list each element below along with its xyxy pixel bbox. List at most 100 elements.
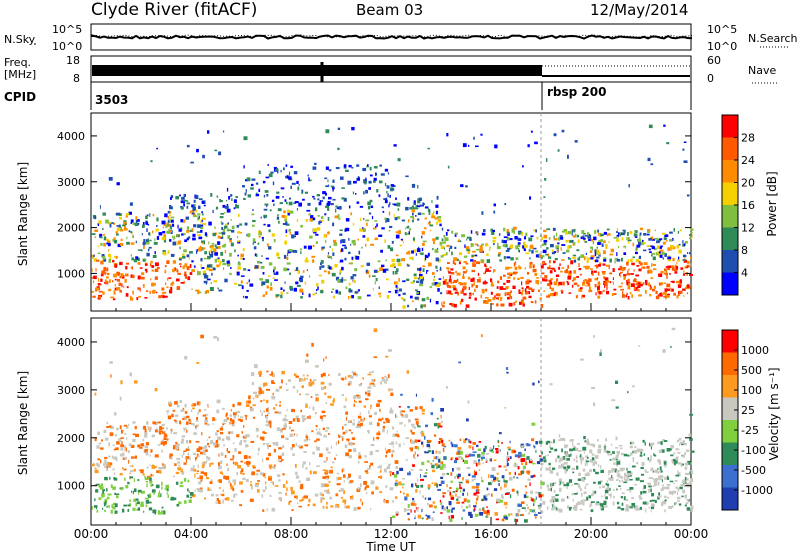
scatter-point [414,510,416,513]
scatter-point [385,219,387,223]
scatter-point [145,504,148,508]
scatter-point [208,251,211,254]
scatter-point [548,237,551,240]
scatter-point [662,439,665,442]
scatter-point [437,288,440,292]
y-tick-label: 2000 [57,222,85,235]
scatter-point [574,483,578,485]
scatter-point [125,215,128,218]
scatter-point [437,422,441,426]
scatter-point [481,211,484,215]
scatter-point [206,460,208,462]
scatter-point [499,449,501,452]
scatter-point [507,276,511,279]
scatter-point [679,229,682,232]
scatter-point [182,199,187,202]
scatter-point [560,247,562,251]
scatter-point [325,430,328,432]
scatter-point [688,234,692,236]
scatter-point [341,277,344,281]
scatter-point [589,504,592,508]
time-tick-label: 20:00 [574,527,609,541]
scatter-point [170,496,174,501]
scatter-point [113,239,118,243]
scatter-point [555,274,560,277]
scatter-point [102,489,105,491]
scatter-point [223,475,226,480]
scatter-point [450,458,453,461]
scatter-point [216,264,220,268]
scatter-point [521,507,526,509]
scatter-point [184,500,187,504]
scatter-point [446,283,449,287]
scatter-point [292,453,295,456]
scatter-point [440,502,443,506]
scatter-point [598,291,601,295]
scatter-point [307,245,312,250]
scatter-point [230,267,232,269]
scatter-point [218,453,220,457]
scatter-point [571,449,573,452]
scatter-point [481,457,483,461]
scatter-point [198,215,200,219]
scatter-point [273,203,275,206]
scatter-point [374,220,378,222]
scatter-point [553,260,556,264]
scatter-point [524,495,529,499]
scatter-point [135,216,138,220]
scatter-point [534,516,537,519]
scatter-point [618,485,621,487]
scatter-point [677,456,679,460]
scatter-point [291,408,295,413]
scatter-point [279,404,281,407]
scatter-point [302,270,305,273]
scatter-point [227,450,231,454]
scatter-point [499,276,503,280]
scatter-point [605,244,608,248]
scatter-point [556,278,558,282]
scatter-point [621,492,625,495]
scatter-point [678,249,682,254]
scatter-point [446,484,448,488]
scatter-point [290,185,292,189]
scatter-point [233,199,237,203]
scatter-point [284,240,288,245]
scatter-point [360,420,364,423]
scatter-point [483,495,487,499]
scatter-point [325,447,329,451]
scatter-point [495,448,499,450]
scatter-point [408,419,411,423]
scatter-point [98,290,103,293]
scatter-point [564,270,569,274]
scatter-point [599,503,603,505]
scatter-point [132,507,136,511]
scatter-point [188,257,191,260]
scatter-point [689,274,693,276]
scatter-point [524,244,528,248]
scatter-point [406,278,410,281]
scatter-point [347,383,351,386]
scatter-point [323,498,325,500]
scatter-point [471,269,475,273]
scatter-point [452,281,454,284]
scatter-point [129,499,131,502]
scatter-point [572,471,575,474]
scatter-point [304,191,308,194]
scatter-point [127,450,130,454]
scatter-point [521,301,525,305]
scatter-point [415,482,417,487]
scatter-point [290,429,294,432]
scatter-point [296,284,301,287]
scatter-point [552,249,554,253]
scatter-point [535,250,539,253]
scatter-point [417,479,419,482]
scatter-point [232,461,235,465]
scatter-point [421,212,425,215]
scatter-point [356,164,360,167]
scatter-point [120,238,123,241]
scatter-point [236,410,241,413]
scatter-point [116,495,119,499]
scatter-point [521,281,523,286]
scatter-point [433,275,436,278]
